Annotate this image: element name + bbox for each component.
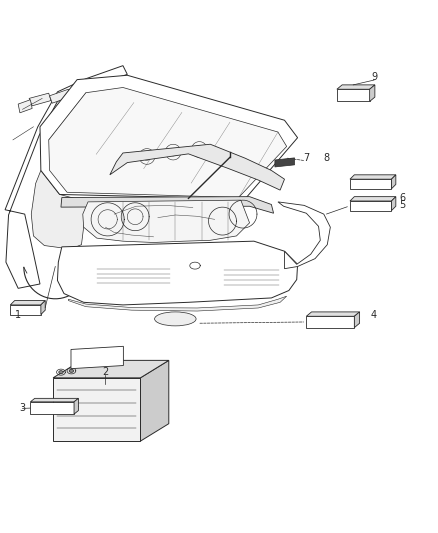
Polygon shape	[40, 75, 297, 199]
Polygon shape	[110, 144, 285, 190]
Polygon shape	[350, 197, 396, 201]
Polygon shape	[354, 312, 360, 328]
Polygon shape	[71, 346, 124, 369]
Ellipse shape	[155, 312, 196, 326]
Polygon shape	[18, 100, 32, 113]
Polygon shape	[278, 202, 330, 269]
Ellipse shape	[69, 369, 74, 373]
Polygon shape	[29, 93, 51, 106]
Polygon shape	[73, 280, 95, 288]
Text: 9: 9	[371, 71, 377, 82]
Polygon shape	[96, 268, 171, 284]
Polygon shape	[392, 175, 396, 189]
Polygon shape	[306, 316, 354, 328]
Text: 3: 3	[19, 403, 25, 414]
Polygon shape	[53, 378, 141, 441]
Polygon shape	[141, 360, 169, 441]
Polygon shape	[350, 175, 396, 179]
Polygon shape	[223, 269, 280, 286]
Polygon shape	[74, 398, 78, 414]
Polygon shape	[41, 301, 45, 314]
Polygon shape	[392, 197, 396, 211]
Polygon shape	[53, 360, 169, 378]
Text: 4: 4	[371, 310, 377, 319]
Polygon shape	[68, 296, 287, 311]
Polygon shape	[350, 201, 392, 211]
Text: 2: 2	[102, 367, 109, 377]
Polygon shape	[350, 179, 392, 189]
Polygon shape	[61, 197, 274, 213]
Polygon shape	[83, 200, 250, 243]
Polygon shape	[337, 89, 370, 101]
Polygon shape	[370, 85, 375, 101]
Text: 1: 1	[15, 310, 21, 319]
Polygon shape	[49, 87, 287, 198]
Polygon shape	[337, 85, 375, 89]
Polygon shape	[30, 402, 74, 414]
Polygon shape	[31, 171, 88, 249]
Text: 7: 7	[303, 153, 310, 163]
Polygon shape	[5, 66, 127, 288]
Text: 8: 8	[323, 153, 329, 163]
Ellipse shape	[59, 370, 63, 374]
Text: 6: 6	[399, 192, 406, 203]
Polygon shape	[11, 305, 41, 314]
Polygon shape	[275, 158, 294, 167]
Polygon shape	[11, 301, 45, 305]
Polygon shape	[30, 398, 78, 402]
Polygon shape	[306, 312, 360, 316]
Polygon shape	[49, 89, 71, 103]
Text: 5: 5	[399, 200, 406, 211]
Polygon shape	[57, 241, 297, 305]
